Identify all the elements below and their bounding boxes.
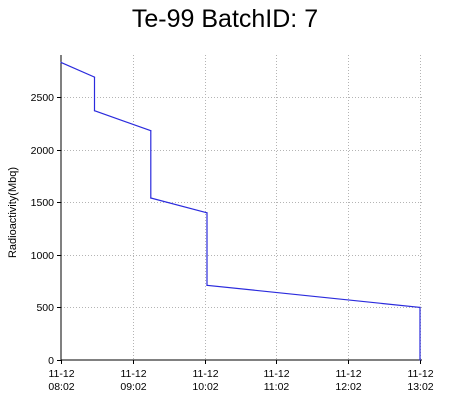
y-tick-label: 500 [36,302,54,314]
chart-title: Te-99 BatchID: 7 [132,5,318,33]
series-layer [60,61,421,361]
x-tick-label: 08:02 [48,381,74,393]
data-point [93,110,96,112]
x-tick-label: 11-12 [192,368,218,380]
x-tick-label: 09:02 [120,381,146,393]
x-tick-label: 11-12 [48,368,74,380]
data-point [93,76,96,78]
y-tick-label: 2500 [31,92,55,104]
y-tick-label: 0 [48,355,54,367]
y-tick-label: 1500 [31,197,55,209]
axes [60,55,422,361]
x-tick-label: 11:02 [264,381,290,393]
y-tick-labels: 0 500 1000 1500 2000 2500 [31,92,55,367]
data-point [206,284,208,286]
x-tick-label: 11-12 [120,368,146,380]
y-axis-label: Radioactivity(Mbq) [7,167,19,258]
x-tick-label: 11-12 [407,368,433,380]
x-tick-label: 11-12 [335,368,361,380]
data-point [150,197,152,199]
x-tick-label: 12:02 [335,381,361,393]
y-tick-label: 1000 [31,250,55,262]
grid [61,55,422,360]
x-tick-label: 11-12 [263,368,289,380]
data-point [150,130,152,132]
x-tick-label: 10:02 [192,381,218,393]
data-point [419,306,421,308]
data-point [60,61,62,64]
data-point [419,359,421,361]
series-line [60,61,421,360]
data-point [206,212,208,214]
y-tick-label: 2000 [31,145,55,157]
x-tick-label: 13:02 [407,381,433,393]
tick-marks [57,97,421,364]
x-tick-labels: 11-1208:0211-1209:0211-1210:0211-1211:02… [48,368,433,393]
